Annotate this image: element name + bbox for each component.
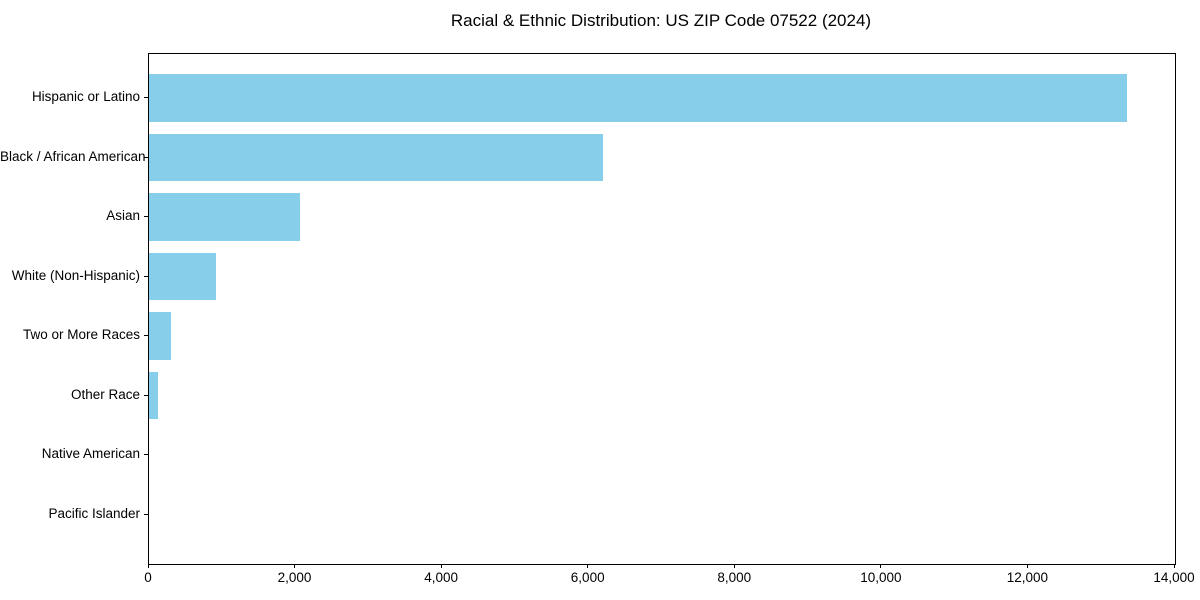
bar-hispanic-or-latino [149, 74, 1127, 122]
y-tick-label-two-or-more-races: Two or More Races [22, 327, 140, 342]
y-tick-mark [144, 454, 148, 455]
x-tick-mark [147, 564, 149, 568]
bar-black-african-american [149, 133, 604, 182]
x-tick-mark [1173, 564, 1175, 568]
x-tick-label-2000: 2,000 [277, 570, 312, 585]
y-tick-label-hispanic-or-latino: Hispanic or Latino [31, 89, 140, 104]
x-tick-mark [294, 564, 296, 568]
chart-title: Racial & Ethnic Distribution: US ZIP Cod… [450, 11, 872, 30]
x-tick-mark [587, 564, 589, 568]
bar-other-race [149, 371, 158, 420]
x-tick-mark [1026, 564, 1028, 568]
y-tick-mark [144, 335, 148, 336]
y-tick-mark [144, 394, 148, 396]
y-tick-label-native-american: Native American [41, 446, 140, 461]
y-tick-mark [144, 216, 148, 217]
x-tick-label-8000: 8,000 [717, 570, 752, 585]
y-tick-label-white-non-hispanic: White (Non-Hispanic) [11, 267, 140, 283]
x-tick-label-0: 0 [144, 570, 152, 585]
x-tick-label-4000: 4,000 [424, 570, 459, 585]
y-tick-mark [144, 513, 148, 515]
y-tick-label-black-african-american: Black / African American [0, 148, 146, 164]
bar-two-or-more-races [149, 312, 171, 360]
y-tick-label-asian: Asian [106, 208, 140, 223]
x-tick-label-14000: 14,000 [1153, 570, 1195, 585]
y-tick-mark [144, 156, 148, 158]
x-tick-mark [733, 564, 735, 568]
y-tick-label-pacific-islander: Pacific Islander [48, 505, 140, 521]
bar-white-non-hispanic [149, 252, 217, 301]
plot-area [148, 53, 1176, 565]
x-tick-mark [880, 564, 882, 568]
y-tick-mark [144, 275, 148, 277]
x-tick-mark [440, 564, 442, 568]
x-tick-label-6000: 6,000 [570, 570, 605, 585]
y-tick-label-other-race: Other Race [70, 386, 140, 402]
bar-asian [149, 193, 300, 241]
x-tick-label-10000: 10,000 [860, 570, 902, 585]
y-tick-mark [144, 97, 148, 98]
x-tick-label-12000: 12,000 [1006, 570, 1049, 585]
